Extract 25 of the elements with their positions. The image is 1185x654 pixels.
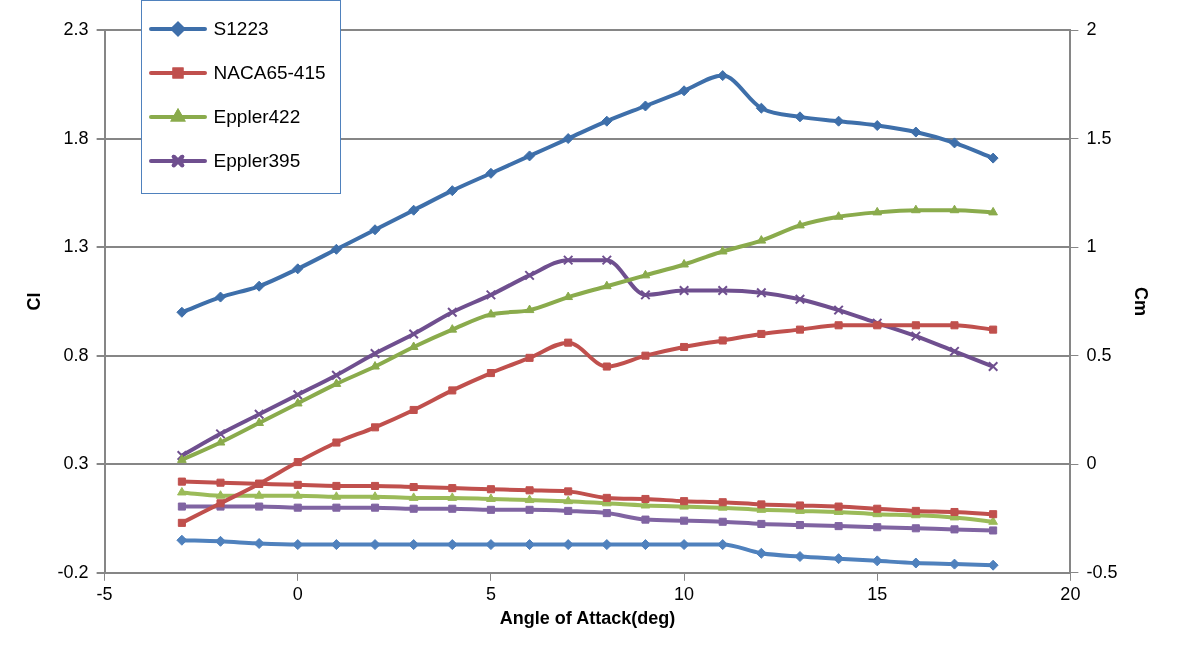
y2-tick-label: 0.5 xyxy=(1086,344,1112,365)
y2-tick-label: -0.5 xyxy=(1086,561,1118,582)
y2-tick-label: 1 xyxy=(1086,236,1097,257)
y2-tick-label: 2 xyxy=(1086,18,1097,39)
x-tick-label: -5 xyxy=(96,583,113,604)
x-tick-label: 5 xyxy=(485,583,496,604)
y2-tick-label: 0 xyxy=(1086,453,1097,474)
y-axis-title: Cl xyxy=(23,292,44,311)
y2-axis-title: Cm xyxy=(1131,286,1152,316)
y-tick-label: 1.8 xyxy=(63,127,89,148)
y-tick-label: 2.3 xyxy=(63,18,89,39)
x-tick-label: 20 xyxy=(1060,583,1081,604)
y2-tick-label: 1.5 xyxy=(1086,127,1112,148)
y-tick-label: 0.3 xyxy=(63,453,89,474)
x-tick-label: 0 xyxy=(292,583,303,604)
x-tick-label: 15 xyxy=(867,583,888,604)
legend-label: Eppler422 xyxy=(213,106,301,128)
x-tick-label: 10 xyxy=(674,583,695,604)
legend-label: S1223 xyxy=(213,18,269,40)
y-tick-label: 1.3 xyxy=(63,236,89,257)
x-axis-title: Angle of Attack(deg) xyxy=(499,608,676,629)
legend-label: Eppler395 xyxy=(213,150,301,172)
y-tick-label: 0.8 xyxy=(63,344,89,365)
y-tick-label: -0.2 xyxy=(57,561,89,582)
legend-label: NACA65-415 xyxy=(213,62,326,84)
